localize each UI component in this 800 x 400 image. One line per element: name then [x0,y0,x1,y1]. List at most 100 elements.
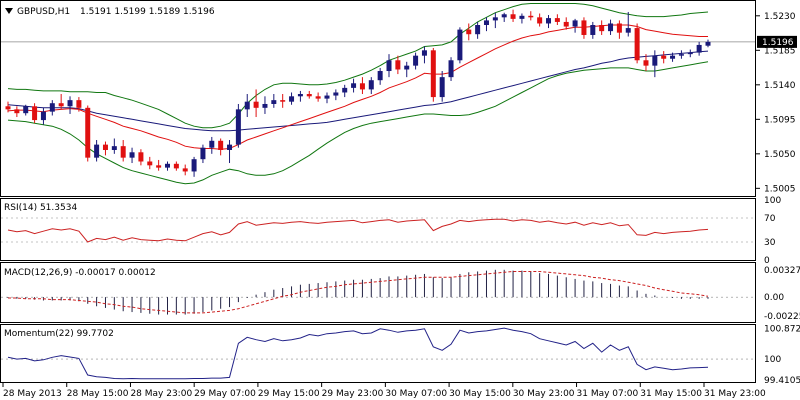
bullish-candle [368,80,374,90]
time-tick-label: 30 May 07:00 [385,389,447,399]
momentum-title: Momentum(22) 99.7702 [4,329,114,339]
time-tick-label: 31 May 07:00 [577,389,639,399]
bearish-candle [306,94,312,97]
bearish-candle [120,146,126,158]
rsi-pane-frame [0,198,756,261]
bearish-candle [218,140,224,150]
bullish-candle [386,60,392,72]
price-pane[interactable]: 1.5230 1.5185 1.5140 1.5095 1.5050 1.5005 1.51… [0,0,798,197]
price-pane-frame [0,0,756,197]
bullish-candle [342,87,348,93]
moving-average-slow-line [7,50,709,132]
bullish-candle [111,146,117,150]
bearish-candle [280,100,286,102]
time-tick-label: 29 May 23:00 [322,389,384,399]
macd-pane-frame [0,262,756,323]
bearish-candle [14,109,20,114]
bearish-candle [510,14,516,19]
ohlc-label: 1.5191 1.5199 1.5189 1.5196 [80,7,215,17]
bullish-candle [687,52,693,55]
bullish-candle [235,109,241,145]
bullish-candle [670,55,676,59]
bearish-candle [102,144,108,150]
bullish-candle [448,60,454,78]
time-tick-label: 28 May 15:00 [67,389,129,399]
rsi-pane[interactable]: 100 70 30 0 RSI(14) 51.3534 [0,196,782,266]
bearish-candle [430,50,436,98]
bearish-candle [359,83,365,90]
down-triangle-icon[interactable] [5,8,13,14]
macd-tick-label: 0.00327 [764,266,800,276]
bullish-candle [23,106,29,114]
bullish-candle [351,83,357,88]
momentum-tick-label: 100.8722 [764,324,800,334]
bullish-candle [333,92,339,96]
bearish-candle [563,21,569,27]
bullish-candle [324,95,330,99]
bullish-candle [297,94,303,97]
bullish-candle [678,54,684,56]
bearish-candle [253,101,259,108]
bearish-candle [76,100,82,108]
bearish-candle [85,107,91,158]
bullish-candle [404,65,410,70]
bullish-candle [413,55,419,66]
bearish-candle [315,96,321,99]
macd-title: MACD(12,26,9) -0.00017 0.00012 [4,268,156,278]
bullish-candle [227,144,233,150]
bearish-candle [147,161,153,166]
bearish-candle [528,15,534,18]
bullish-candle [67,100,73,107]
bullish-candle [209,140,215,148]
macd-tick-label: -0.00225 [764,312,800,322]
rsi-tick-label: 0 [764,256,770,266]
bearish-candle [581,20,587,35]
bullish-candle [483,20,489,26]
rsi-tick-label: 100 [764,196,781,206]
bearish-candle [466,29,472,35]
price-tick-label: 1.5185 [764,46,796,56]
bearish-candle [156,165,162,168]
bearish-candle [138,152,144,162]
price-tick-label: 1.5050 [764,150,796,160]
bearish-candle [643,60,649,66]
momentum-line [7,327,709,380]
price-tick-label: 1.5005 [764,184,796,194]
time-tick-label: 30 May 15:00 [449,389,511,399]
bullish-candle [705,41,711,46]
bearish-candle [554,18,560,22]
bullish-candle [191,159,197,172]
momentum-pane-frame [0,324,756,383]
bearish-candle [58,103,64,107]
time-tick-label: 29 May 15:00 [258,389,320,399]
bullish-candle [492,17,498,21]
bullish-candle [244,101,250,110]
bullish-candle [94,144,100,158]
bearish-candle [616,23,622,33]
rsi-title: RSI(14) 51.3534 [4,203,77,213]
current-price-box [757,35,797,48]
rsi-tick-label: 30 [764,238,776,248]
macd-tick-label: 0.00 [764,293,784,303]
time-tick-label: 30 May 23:00 [513,389,575,399]
bearish-candle [634,28,640,61]
bearish-candle [599,25,605,32]
bollinger-upper-line [7,3,709,129]
bullish-candle [625,28,631,33]
macd-pane[interactable]: 0.00327 0.00 -0.00225 MACD(12,26,9) -0.000… [0,262,800,323]
rsi-tick-label: 70 [764,214,776,224]
bollinger-lower-line [7,61,709,185]
momentum-tick-label: 99.4105 [764,376,800,386]
bearish-candle [5,106,11,110]
momentum-pane[interactable]: 100.8722 100 99.4105 Momentum(22) 99.7702 [0,324,800,386]
bullish-candle [40,111,46,121]
time-tick-label: 28 May 23:00 [130,389,192,399]
time-tick-label: 31 May 23:00 [704,389,766,399]
time-tick-label: 31 May 15:00 [640,389,702,399]
time-axis: 28 May 2013 28 May 15:00 28 May 23:00 29 Ma… [2,383,766,399]
bullish-candle [501,14,507,18]
bullish-candle [696,44,702,53]
bullish-candle [572,20,578,27]
current-price-label: 1.5196 [762,38,794,48]
